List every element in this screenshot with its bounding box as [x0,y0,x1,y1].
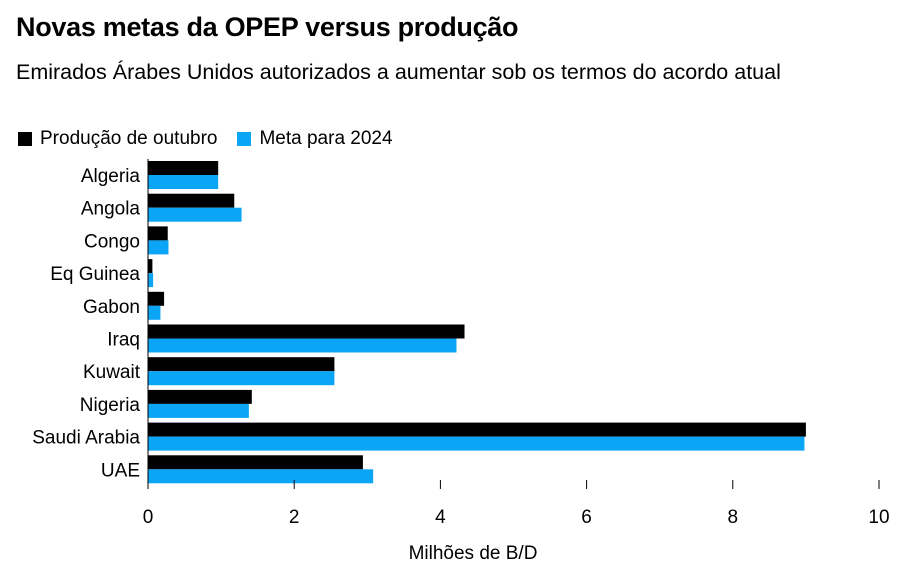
bar-kuwait-production [148,357,335,372]
bar-algeria-production [148,161,219,175]
bar-congo-target [148,240,169,255]
bar-iraq-target [148,338,457,353]
category-label-iraq: Iraq [107,330,140,351]
bar-uae-target [148,469,374,484]
bar-uae-production [148,455,363,470]
legend-label-production: Produção de outubro [40,128,218,149]
bar-congo-production [148,226,168,241]
legend-swatch-target [237,132,252,146]
bar-angola-production [148,193,235,208]
bar-gabon-production [148,291,165,306]
x-tick-label: 8 [728,507,739,528]
bar-eq-guinea-production [148,259,153,274]
bar-kuwait-target [148,371,335,386]
category-label-algeria: Algeria [81,166,141,187]
chart-title: Novas metas da OPEP versus produção [16,12,519,42]
bar-nigeria-production [148,389,252,404]
bar-algeria-target [148,175,219,189]
bar-saudi-arabia-target [148,436,805,451]
category-label-nigeria: Nigeria [80,395,141,416]
category-label-saudi-arabia: Saudi Arabia [32,428,140,449]
x-tick-label: 0 [143,507,154,528]
bar-iraq-production [148,324,465,339]
bar-saudi-arabia-production [148,422,806,437]
x-tick-label: 4 [435,507,446,528]
legend-item-target: Meta para 2024 [237,128,393,150]
category-label-kuwait: Kuwait [83,362,141,383]
legend-swatch-production [18,132,32,146]
category-label-angola: Angola [81,199,141,220]
bar-eq-guinea-target [148,273,154,288]
category-label-uae: UAE [101,460,140,481]
bar-angola-target [148,207,242,222]
bar-nigeria-target [148,403,249,418]
chart-subtitle: Emirados Árabes Unidos autorizados a aum… [16,60,781,84]
bar-gabon-target [148,305,161,320]
x-axis-label: Milhões de B/D [409,543,538,564]
category-label-congo: Congo [84,231,140,252]
x-tick-label: 6 [581,507,592,528]
category-label-eq-guinea: Eq Guinea [50,264,140,285]
x-tick-label: 2 [289,507,300,528]
legend-item-production: Produção de outubro [18,128,217,150]
legend-label-target: Meta para 2024 [259,128,393,149]
chart-legend: Produção de outubro Meta para 2024 [18,128,413,150]
x-tick-label: 10 [868,507,889,528]
category-label-gabon: Gabon [83,297,140,318]
